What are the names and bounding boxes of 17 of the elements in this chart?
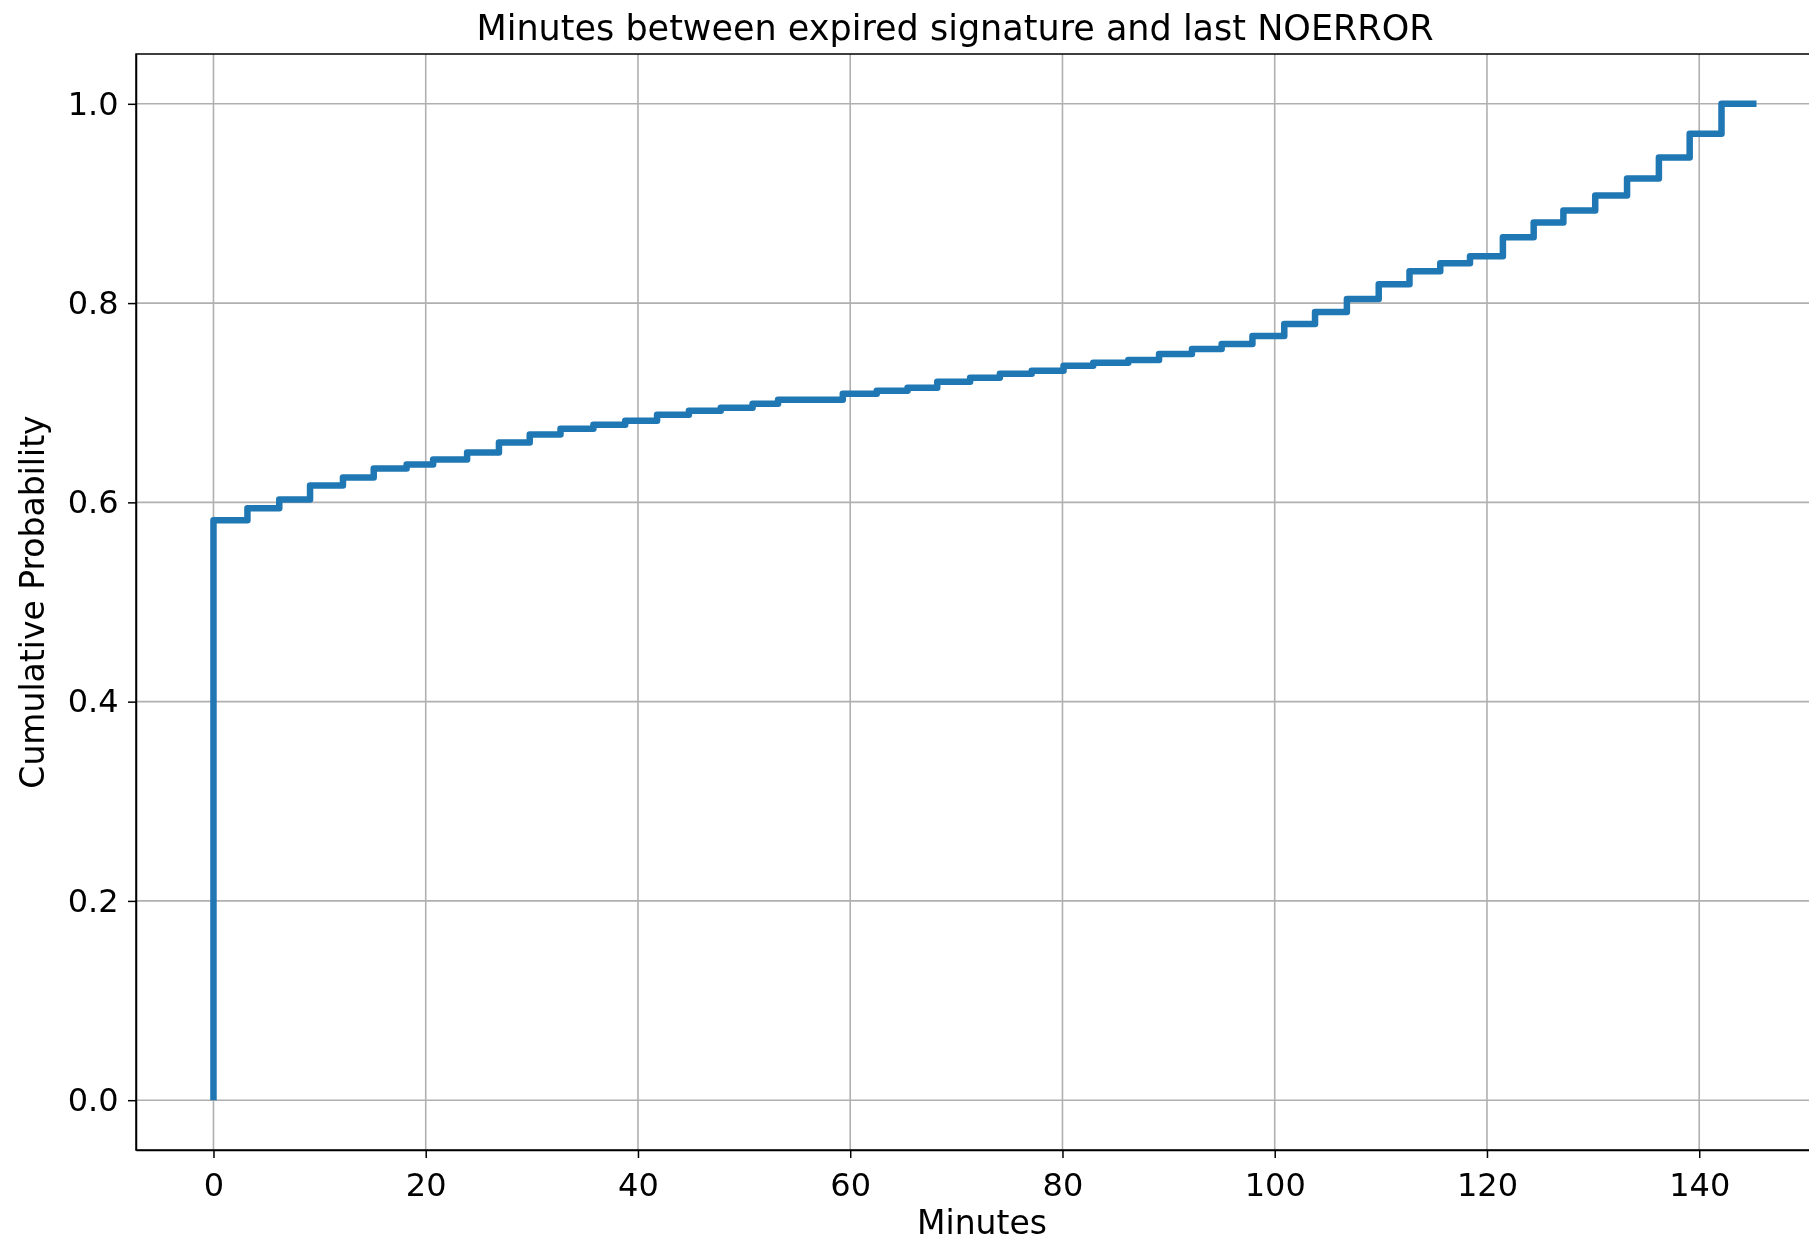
y-tick-label: 0.8 xyxy=(67,283,119,322)
y-tick-label: 1.0 xyxy=(67,84,119,123)
x-tick-label: 0 xyxy=(203,1166,225,1205)
x-tick-label: 120 xyxy=(1456,1166,1519,1205)
x-tick-label: 40 xyxy=(618,1166,659,1205)
x-axis-title: Minutes xyxy=(917,1203,1047,1242)
y-tick-label: 0.0 xyxy=(67,1080,119,1119)
x-tick-label: 140 xyxy=(1669,1166,1731,1205)
chart-title: Minutes between expired signature and last NOERROR xyxy=(476,8,1434,48)
y-tick-label: 0.4 xyxy=(67,682,119,721)
y-tick-label: 0.2 xyxy=(67,881,119,920)
x-tick-label: 20 xyxy=(405,1166,447,1205)
x-tick-label: 80 xyxy=(1042,1166,1084,1205)
y-axis-title: Cumulative Probability xyxy=(13,415,52,789)
x-tick-label: 60 xyxy=(830,1166,872,1205)
y-tick-label: 0.6 xyxy=(67,483,119,522)
x-tick-label: 100 xyxy=(1244,1166,1306,1205)
